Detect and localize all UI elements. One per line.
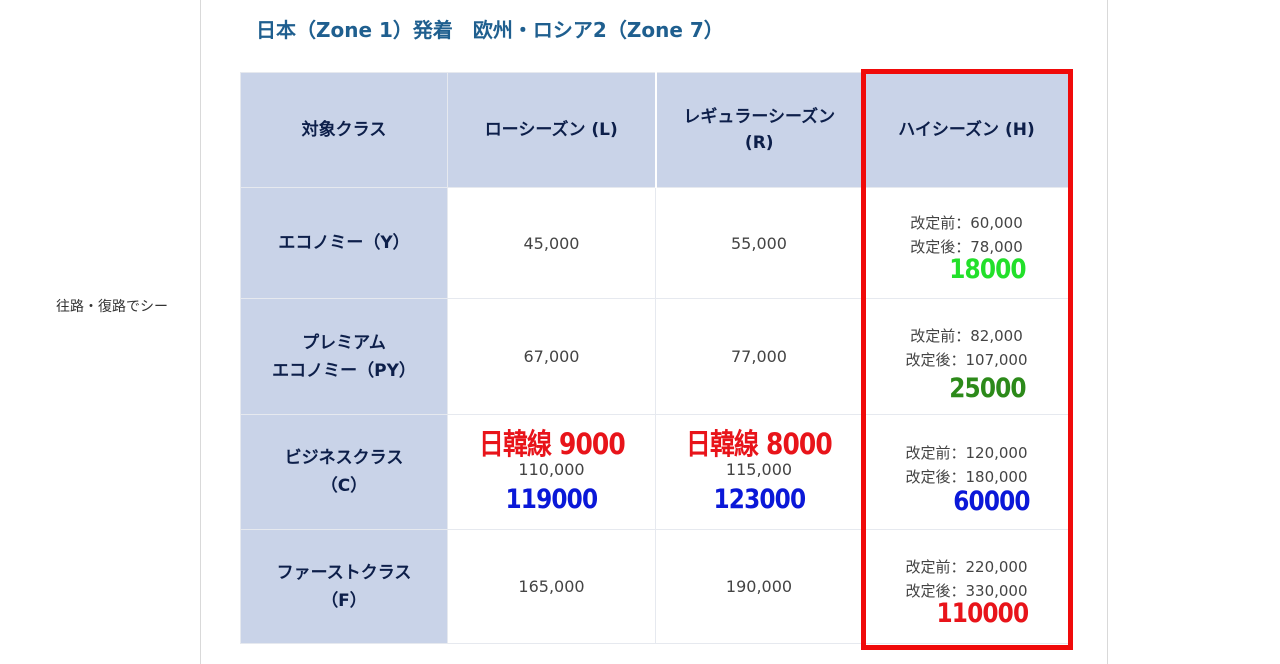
- high-increase-note: 60000: [953, 486, 1030, 517]
- regular-new-value-note: 123000: [713, 484, 806, 515]
- low-route-note: 日韓線 9000: [478, 427, 625, 461]
- regular-season-value: 77,000: [655, 298, 863, 415]
- high-season-cell: 改定前：60,000 改定後：78,000 18000: [862, 187, 1071, 299]
- fare-table: 対象クラス ローシーズン (L) レギュラーシーズン (R) ハイシーズン (H…: [240, 72, 1071, 644]
- regular-season-value: 55,000: [655, 187, 863, 299]
- high-season-cell: 改定前：120,000 改定後：180,000 60000: [862, 414, 1071, 530]
- high-increase-note: 18000: [949, 254, 1026, 285]
- high-increase-note: 25000: [949, 372, 1026, 404]
- high-before: 改定前：82,000: [910, 326, 1023, 345]
- high-after: 改定後：180,000: [905, 468, 1028, 486]
- high-before: 改定前：120,000: [905, 444, 1028, 462]
- high-after: 改定後：107,000: [905, 350, 1028, 369]
- header-low-season: ローシーズン (L): [447, 72, 657, 188]
- zone-title: 日本（Zone 1）発着 欧州・ロシア2（Zone 7）: [256, 18, 724, 42]
- header-regular-line1: レギュラーシーズン: [683, 107, 836, 127]
- table-row: プレミアム エコノミー（PY） 67,000 77,000 改定前：82,000…: [240, 298, 1071, 415]
- row-label: ビジネスクラス （C）: [240, 414, 448, 530]
- row-label: プレミアム エコノミー（PY）: [240, 298, 448, 415]
- high-before: 改定前：60,000: [910, 214, 1023, 232]
- row-label-line1: エコノミー（Y）: [278, 233, 410, 253]
- header-regular-line2: (R): [744, 133, 774, 153]
- high-after: 改定後：78,000: [910, 238, 1023, 256]
- row-label-line2: （F）: [321, 590, 367, 611]
- regular-route-note: 日韓線 8000: [685, 427, 833, 461]
- header-high-season: ハイシーズン (H): [862, 72, 1071, 188]
- header-class: 対象クラス: [240, 72, 448, 188]
- row-label-line2: （C）: [320, 476, 368, 496]
- high-increase-note: 110000: [936, 597, 1030, 629]
- low-season-value: 165,000: [447, 529, 656, 644]
- high-season-cell: 改定前：220,000 改定後：330,000 110000: [862, 529, 1071, 644]
- table-row: ファーストクラス （F） 165,000 190,000 改定前：220,000…: [240, 529, 1071, 644]
- low-season-cell: 日韓線 9000 110,000 119000: [447, 414, 656, 530]
- table-header-row: 対象クラス ローシーズン (L) レギュラーシーズン (R) ハイシーズン (H…: [240, 72, 1071, 188]
- table-row: エコノミー（Y） 45,000 55,000 改定前：60,000 改定後：78…: [240, 187, 1071, 299]
- low-season-value: 67,000: [447, 298, 656, 415]
- regular-season-value: 115,000: [725, 460, 793, 479]
- row-label-line2: エコノミー（PY）: [272, 360, 416, 381]
- high-season-cell: 改定前：82,000 改定後：107,000 25000: [862, 298, 1071, 415]
- table-row: ビジネスクラス （C） 日韓線 9000 110,000 119000 日韓線 …: [240, 414, 1071, 530]
- side-text: 往路・復路でシー: [56, 299, 168, 315]
- high-before: 改定前：220,000: [905, 557, 1028, 576]
- low-season-value: 110,000: [518, 460, 585, 479]
- header-regular-season: レギュラーシーズン (R): [655, 72, 863, 188]
- row-label-line1: ファーストクラス: [276, 562, 412, 583]
- high-after: 改定後：330,000: [905, 581, 1028, 600]
- low-new-value-note: 119000: [505, 484, 599, 515]
- row-label: エコノミー（Y）: [240, 187, 448, 299]
- row-label-line1: ビジネスクラス: [284, 448, 404, 468]
- low-season-value: 45,000: [447, 187, 656, 299]
- row-label-line1: プレミアム: [302, 332, 386, 353]
- row-label: ファーストクラス （F）: [240, 529, 448, 644]
- regular-season-value: 190,000: [655, 529, 863, 644]
- regular-season-cell: 日韓線 8000 115,000 123000: [655, 414, 863, 530]
